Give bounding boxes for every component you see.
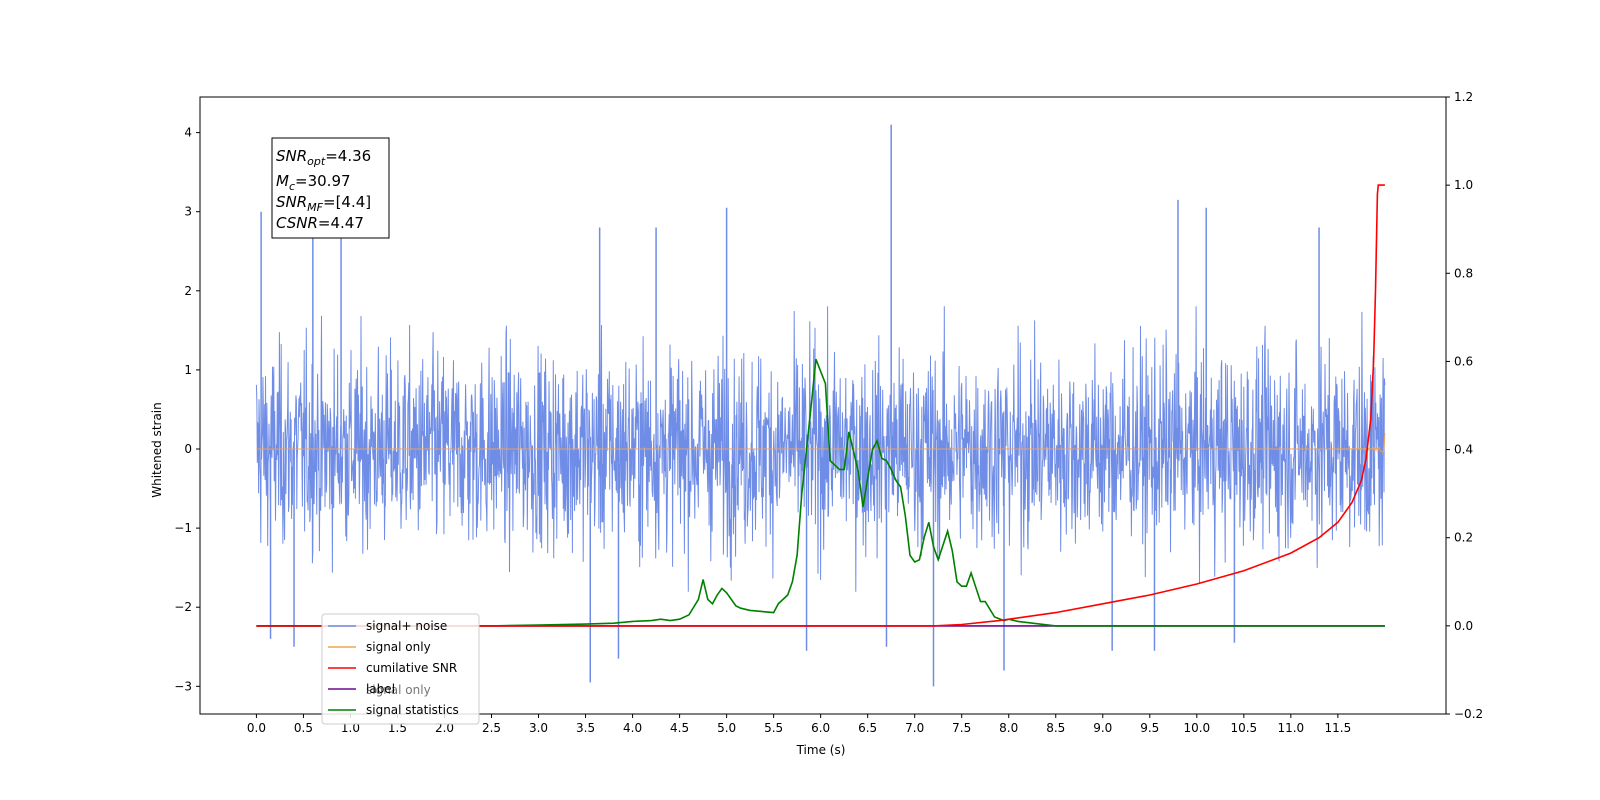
x-tick-label: 4.0 [623, 721, 642, 735]
x-tick-label: 6.0 [811, 721, 830, 735]
legend-entry-signal-statistics: signal statistics [328, 703, 459, 717]
x-tick-label: 10.5 [1230, 721, 1257, 735]
y-tick-label: −1 [174, 521, 192, 535]
y2-tick-label: 0.6 [1454, 354, 1473, 368]
y2-tick-label: −0.2 [1454, 707, 1483, 721]
y-axis-ticks: −3 −2 −1 0 1 2 3 4 [174, 126, 200, 693]
signal-noise-series [255, 124, 1386, 687]
svg-text:signal statistics: signal statistics [366, 703, 459, 717]
y-tick-label: 3 [184, 205, 192, 219]
x-tick-label: 3.0 [529, 721, 548, 735]
y2-tick-label: 1.2 [1454, 90, 1473, 104]
legend-entry-signal-only: signal only [328, 640, 431, 654]
cumulative-snr-line [256, 184, 1385, 627]
x-tick-label: 2.5 [482, 721, 501, 735]
x-axis-ticks: 0.0 0.5 1.0 1.5 2.0 2.5 3.0 3.5 4.0 4.5 5.0 5.5 6.0 6… [247, 714, 1351, 735]
legend-entry-cumulative-snr: cumilative SNR [328, 661, 457, 675]
x-tick-label: 8.0 [999, 721, 1018, 735]
legend-entry-signal-noise: signal+ noise [328, 619, 447, 633]
legend-frame [321, 613, 480, 725]
y-tick-label: 1 [184, 363, 192, 377]
x-tick-label: 10.0 [1183, 721, 1210, 735]
y2-tick-label: 0.0 [1454, 619, 1473, 633]
signal-statistics-line [256, 358, 1385, 627]
x-tick-label: 8.5 [1046, 721, 1065, 735]
snr-annotation-box: SNRopt=4.36 Mc=30.97 SNRMF=[4.4] CSNR=4.… [271, 137, 390, 239]
signal-only-line [256, 432, 1386, 456]
y-tick-label: −2 [174, 600, 192, 614]
svg-text:signal+ noise: signal+ noise [366, 619, 447, 633]
x-tick-label: 5.0 [717, 721, 736, 735]
svg-text:cumilative SNR: cumilative SNR [366, 661, 457, 675]
x-tick-label: 0.5 [294, 721, 313, 735]
x-tick-label: 9.5 [1140, 721, 1159, 735]
x-tick-label: 11.5 [1324, 721, 1351, 735]
x-tick-label: 6.5 [858, 721, 877, 735]
x-tick-label: 4.5 [670, 721, 689, 735]
svg-text:label: label [366, 682, 395, 696]
snr-opt-text: SNRopt=4.36 [276, 147, 371, 168]
x-tick-label: 0.0 [247, 721, 266, 735]
y2-tick-label: 0.8 [1454, 266, 1473, 280]
csnr-text: CSNR=4.47 [276, 214, 364, 232]
x-tick-label: 11.0 [1277, 721, 1304, 735]
x-tick-label: 7.0 [905, 721, 924, 735]
y2-axis-ticks: −0.2 0.0 0.2 0.4 0.6 0.8 1.0 1.2 [1446, 90, 1483, 721]
svg-text:signal only: signal only [366, 640, 431, 654]
plot-frame [199, 96, 1447, 715]
legend: signal+ noise signal only cumilative SNR… [321, 613, 480, 725]
x-tick-label: 3.5 [576, 721, 595, 735]
signal-noise-line [255, 306, 1386, 592]
mc-text: Mc=30.97 [276, 172, 351, 193]
x-tick-label: 7.5 [952, 721, 971, 735]
x-tick-label: 9.0 [1093, 721, 1112, 735]
x-tick-label: 5.5 [764, 721, 783, 735]
y-axis-label: Whitened strain [150, 402, 164, 498]
legend-entry-label: signal only label [328, 682, 431, 697]
y2-tick-label: 0.2 [1454, 531, 1473, 545]
y2-tick-label: 1.0 [1454, 178, 1473, 192]
y-tick-label: 0 [184, 442, 192, 456]
legend-hidden-entry: signal only [366, 683, 431, 697]
y2-tick-label: 0.4 [1454, 443, 1473, 457]
y-tick-label: 4 [184, 126, 192, 140]
x-axis-label: Time (s) [796, 743, 846, 757]
snr-mf-text: SNRMF=[4.4] [276, 193, 371, 214]
y-tick-label: 2 [184, 284, 192, 298]
signal-only-series [256, 432, 1386, 456]
y-tick-label: −3 [174, 679, 192, 693]
